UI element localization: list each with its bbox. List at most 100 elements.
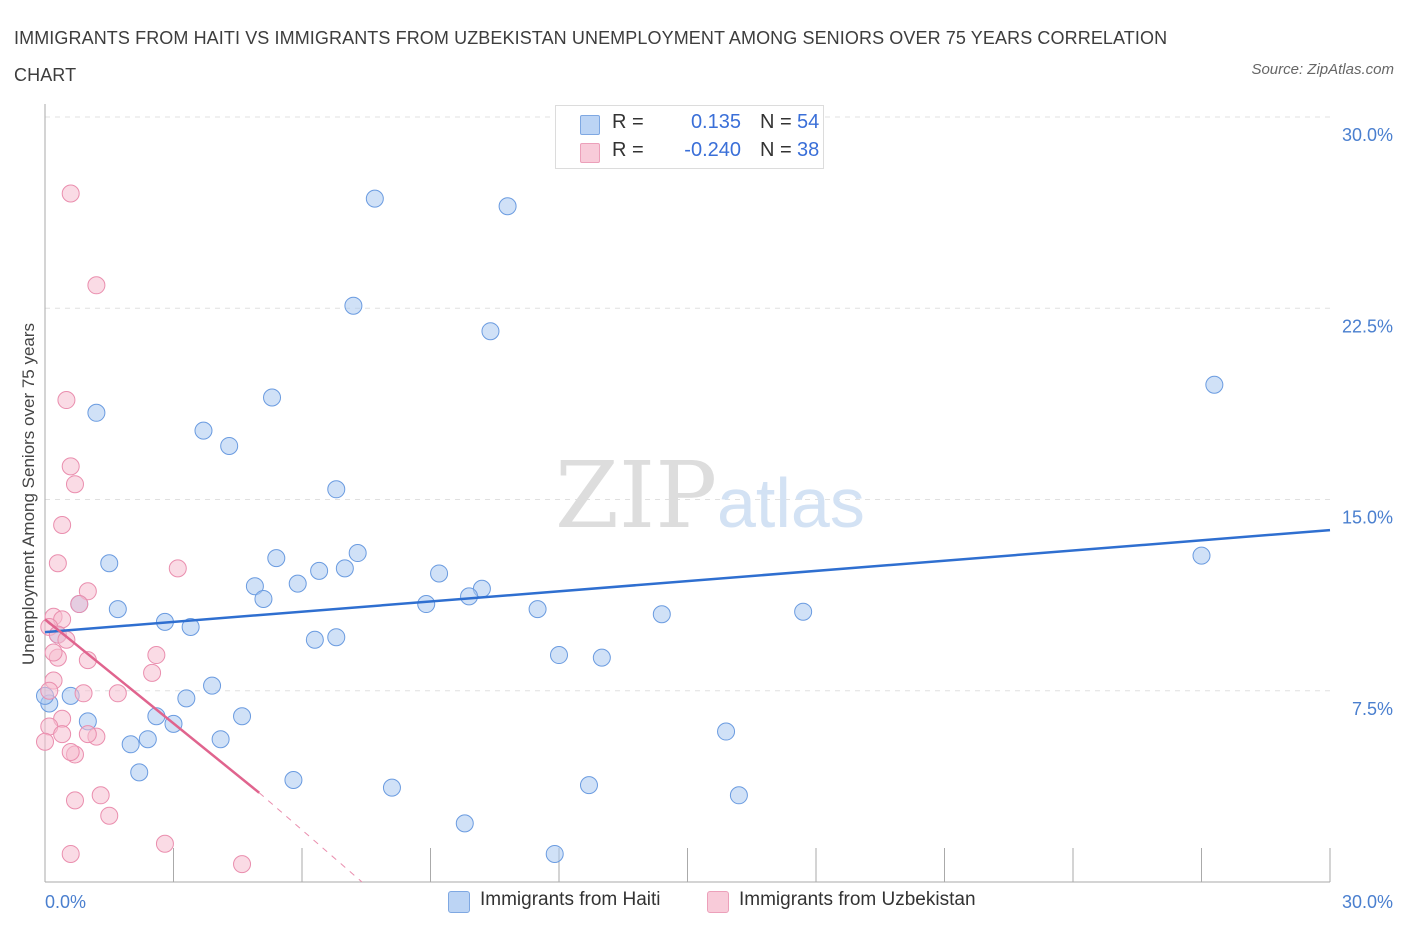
- haiti-point: [181, 618, 200, 636]
- uzbekistan-point: [57, 391, 76, 410]
- legend-n-label: N =: [760, 139, 792, 161]
- haiti-point: [138, 730, 157, 749]
- uzbekistan-point: [61, 844, 80, 863]
- haiti-point: [233, 707, 252, 726]
- haiti-point: [220, 436, 239, 455]
- watermark: ZIP atlas: [555, 442, 865, 549]
- uzbekistan-point: [36, 732, 54, 751]
- watermark-atlas: atlas: [717, 464, 865, 542]
- trend-lines: [44, 528, 1331, 883]
- legend-label-haiti: Immigrants from Haiti: [480, 889, 661, 910]
- legend-swatch-uzbekistan: [580, 143, 600, 163]
- haiti-point: [1192, 546, 1211, 565]
- x-tick-label-max: 30.0%: [1342, 892, 1393, 912]
- haiti-points: [36, 189, 1224, 863]
- chart-title: IMMIGRANTS FROM HAITI VS IMMIGRANTS FROM…: [14, 28, 1168, 85]
- legend-r-value: -0.240: [684, 139, 741, 161]
- haiti-point: [327, 628, 346, 647]
- y-tick-label: 15.0%: [1342, 508, 1393, 528]
- haiti-point: [254, 589, 273, 608]
- haiti-point: [365, 189, 384, 208]
- legend-swatch-haiti: [448, 891, 470, 913]
- haiti-point: [100, 554, 119, 573]
- uzbekistan-points: [36, 184, 252, 874]
- haiti-point: [267, 549, 286, 568]
- haiti-point: [327, 480, 346, 499]
- haiti-point: [263, 388, 282, 407]
- haiti-point: [498, 197, 517, 216]
- haiti-point: [121, 735, 140, 754]
- y-tick-labels: 7.5% 15.0% 22.5% 30.0%: [1342, 125, 1393, 719]
- uzbekistan-point: [70, 595, 89, 614]
- uzbekistan-point: [65, 475, 84, 494]
- uzbekistan-point: [74, 684, 93, 703]
- x-tick-label-min: 0.0%: [45, 892, 86, 912]
- haiti-point: [550, 646, 568, 665]
- uzbekistan-trend-extension: [258, 792, 363, 883]
- grid: [45, 116, 1330, 692]
- haiti-point: [545, 844, 564, 863]
- uzbekistan-point: [65, 791, 84, 810]
- haiti-point: [382, 778, 401, 797]
- legend-label-uzbekistan: Immigrants from Uzbekistan: [739, 889, 976, 910]
- haiti-point: [348, 544, 367, 563]
- uzbekistan-point: [91, 786, 110, 805]
- haiti-point: [245, 577, 264, 596]
- source-label: Source: ZipAtlas.com: [1251, 61, 1394, 78]
- uzbekistan-point: [61, 742, 80, 761]
- haiti-point: [592, 648, 611, 667]
- uzbekistan-point: [78, 582, 97, 601]
- series-legend: Immigrants from Haiti Immigrants from Uz…: [0, 889, 1406, 915]
- haiti-point: [794, 602, 813, 621]
- legend-r-value: 0.135: [690, 111, 741, 133]
- stats-legend: R = 0.135 N = 54 R = -0.240 N = 38: [555, 105, 824, 169]
- uzbekistan-point: [44, 643, 63, 662]
- haiti-point: [335, 559, 354, 578]
- haiti-point: [130, 763, 149, 782]
- haiti-point: [203, 676, 222, 695]
- legend-swatch-haiti: [580, 115, 600, 135]
- haiti-point: [460, 587, 479, 606]
- haiti-point: [108, 600, 127, 619]
- legend-n-value: 54: [797, 111, 820, 133]
- uzbekistan-point: [53, 725, 72, 744]
- haiti-point: [430, 564, 449, 583]
- haiti-point: [729, 786, 748, 805]
- uzbekistan-point: [168, 559, 187, 578]
- haiti-point: [194, 421, 213, 440]
- legend-n-label: N =: [760, 111, 792, 133]
- haiti-point: [288, 574, 307, 593]
- legend-r-label: R =: [612, 139, 644, 161]
- uzbekistan-point: [61, 184, 80, 203]
- uzbekistan-point: [57, 630, 76, 649]
- haiti-point: [284, 771, 303, 789]
- uzbekistan-point: [155, 834, 174, 853]
- haiti-point: [528, 600, 547, 619]
- haiti-point: [305, 630, 324, 649]
- legend-n-value: 38: [797, 139, 820, 161]
- uzbekistan-point: [147, 646, 166, 665]
- haiti-point: [652, 605, 671, 624]
- haiti-point: [87, 403, 106, 422]
- uzbekistan-point: [78, 725, 97, 744]
- haiti-trend-line: [44, 528, 1331, 634]
- uzbekistan-point: [143, 663, 162, 682]
- haiti-point: [177, 689, 196, 708]
- haiti-point: [1205, 375, 1224, 394]
- uzbekistan-point: [87, 276, 106, 295]
- haiti-point: [579, 776, 598, 795]
- haiti-point: [455, 814, 474, 833]
- uzbekistan-trend-line: [44, 618, 260, 794]
- haiti-point: [417, 595, 436, 614]
- uzbekistan-point: [53, 516, 72, 534]
- y-tick-label: 7.5%: [1352, 699, 1393, 719]
- y-tick-label: 22.5%: [1342, 316, 1393, 336]
- uzbekistan-point: [48, 554, 67, 573]
- legend-r-label: R =: [612, 111, 644, 133]
- uzbekistan-point: [40, 681, 59, 700]
- watermark-zip: ZIP: [555, 442, 717, 549]
- legend-swatch-uzbekistan: [707, 891, 729, 913]
- haiti-point: [344, 296, 363, 315]
- haiti-point: [310, 561, 329, 580]
